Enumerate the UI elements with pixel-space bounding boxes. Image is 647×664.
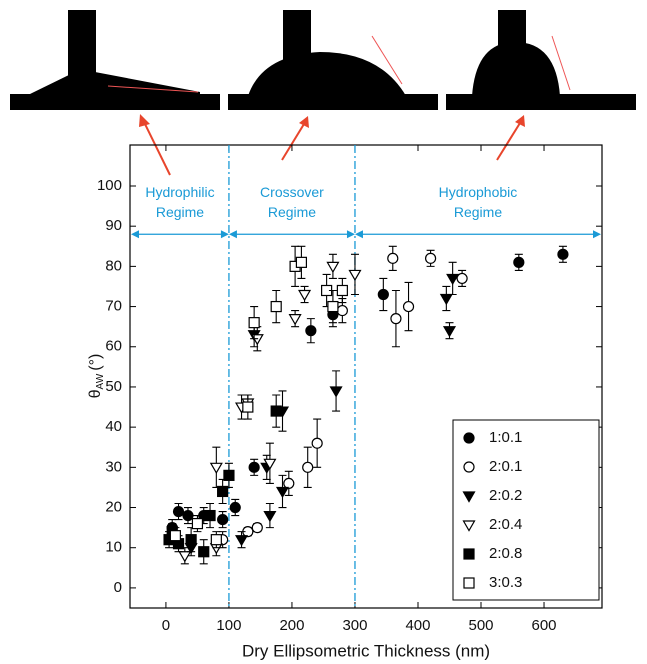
y-tick-label: 60 [105,338,122,355]
regime-label: Hydrophilic [145,184,214,200]
x-tick-label: 600 [532,617,557,634]
data-point [557,248,569,260]
x-tick-label: 300 [342,617,367,634]
data-point [251,522,263,534]
data-point [348,269,362,282]
data-point [387,252,399,264]
legend-marker [463,461,475,473]
y-tick-label: 70 [105,298,122,315]
legend-marker [463,432,475,444]
y-axis-label: θAW (°) [87,354,105,399]
data-point [178,551,192,563]
legend-marker [462,520,476,532]
plot-frame [129,144,603,609]
data-point [263,510,277,523]
regime-label: Hydrophobic [439,184,518,200]
data-point [456,272,468,285]
y-tick-label: 50 [105,378,122,395]
y-tick-label: 20 [105,498,122,515]
y-tick-label: 90 [105,217,122,234]
x-tick-label: 500 [468,617,493,634]
data-point [217,513,229,526]
legend-marker [463,577,475,589]
pointer-arrows [139,114,525,176]
data-point [295,256,308,268]
x-tick-label: 200 [279,617,304,634]
x-axis-label: Dry Ellipsometric Thickness (nm) [242,641,490,660]
data-point [270,405,282,417]
data-point [424,252,437,264]
data-point [248,317,260,329]
y-tick-label: 10 [105,539,122,556]
y-tick-label: 80 [105,257,122,274]
y-tick-label: 40 [105,418,122,435]
data-point [390,313,402,325]
y-label-unit: (°) [87,354,104,371]
data-point [377,288,389,301]
data-point [439,293,453,306]
x-tick-label: 0 [162,617,170,634]
y-tick-label: 0 [114,579,122,596]
data-point [288,314,302,326]
data-point [198,546,210,558]
data-point [182,509,194,522]
data-point [446,273,460,286]
data-point [326,261,340,274]
data-point [172,505,185,518]
droplet-images [10,10,636,110]
data-point [235,535,249,547]
data-point [336,284,348,297]
regime-label: Crossover [260,184,324,200]
legend-label: 2:0.8 [489,545,522,562]
data-point [204,509,216,522]
data-point [223,469,235,481]
data-point [185,534,197,546]
data-point [169,530,181,542]
y-label-symbol: θ [87,389,104,398]
data-point [263,458,277,471]
y-label-sub: AW [95,373,106,389]
data-point [275,486,290,499]
legend-marker [462,491,476,503]
data-point [402,300,415,313]
regime-label: Regime [454,204,502,220]
y-tick-label: 30 [105,458,122,475]
data-point [229,501,241,514]
data-point [242,401,254,413]
data-point [210,534,222,546]
legend-label: 2:0.2 [489,487,522,504]
data-point [298,289,312,302]
legend-label: 3:0.3 [489,574,522,591]
data-point [217,485,229,498]
legend-label: 1:0.1 [489,429,522,446]
data-point [191,517,204,530]
data-point [248,461,260,473]
regime-label: Regime [268,204,316,220]
data-point [283,477,295,490]
y-tick-label: 100 [97,177,122,194]
data-point [336,304,348,317]
data-point [329,386,343,398]
data-point [270,300,282,313]
data-point [209,462,223,475]
regime-label: Regime [156,204,204,220]
data-point [327,300,339,313]
legend-box [452,419,600,601]
data-point [305,325,317,337]
data-point [513,256,525,268]
x-tick-label: 400 [405,617,430,634]
x-tick-label: 100 [216,617,241,634]
data-point [311,437,323,449]
data-point [442,326,457,338]
legend-marker [463,548,475,560]
legend-label: 2:0.4 [489,516,522,533]
data-point [302,461,314,473]
legend-label: 2:0.1 [489,458,522,475]
